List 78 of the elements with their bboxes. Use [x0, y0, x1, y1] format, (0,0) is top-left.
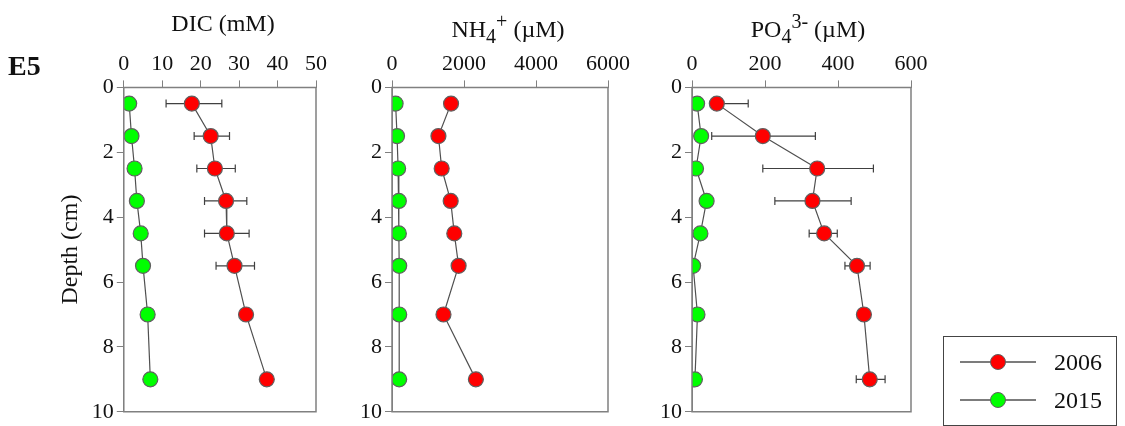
text: E5	[8, 50, 41, 82]
y-tick-label: 4	[371, 202, 382, 228]
point	[134, 257, 152, 274]
chart-title: NH$_{4}$$^{+}$ (µM)	[450, 10, 566, 48]
point	[692, 306, 706, 323]
chart-title: DIC (mM)	[170, 10, 276, 37]
point	[754, 127, 771, 145]
point	[392, 371, 408, 388]
x-tick-label: 400	[821, 49, 855, 75]
point	[442, 95, 460, 112]
x-tick-label: 600	[894, 49, 928, 75]
point	[217, 192, 235, 210]
x-tick-label: 4000	[514, 49, 558, 75]
point	[202, 127, 219, 145]
x-tick-label: 6000	[586, 49, 630, 75]
point	[206, 160, 223, 177]
x-tick-label: 40	[266, 49, 289, 75]
y-tick-label: 8	[102, 332, 114, 358]
point	[123, 127, 140, 145]
point	[848, 257, 866, 274]
x-tick-label: 10	[151, 49, 174, 75]
point	[430, 127, 447, 145]
y-tick-label: 10	[360, 397, 382, 423]
y-tick-label: 8	[671, 332, 682, 358]
point	[392, 257, 408, 274]
point	[809, 160, 826, 177]
point	[392, 160, 407, 177]
x-tick-label: 2000	[442, 49, 486, 75]
point	[392, 306, 408, 323]
point	[804, 192, 821, 210]
point	[446, 225, 463, 242]
y-tick-label: 6	[671, 267, 682, 293]
point	[183, 95, 200, 112]
point	[467, 371, 484, 388]
y-tick-label: 0	[671, 73, 682, 99]
y-tick-label: 4	[671, 202, 682, 228]
point	[692, 95, 706, 112]
point	[132, 225, 149, 242]
chart-title: PO$_{4}$$^{3-}$ (µM)	[749, 10, 867, 48]
legend-label: 2015	[1054, 386, 1102, 414]
y-tick-label: 6	[102, 267, 114, 293]
point	[392, 192, 407, 210]
point	[218, 225, 235, 242]
legend-label: 2006	[1054, 348, 1102, 376]
point	[392, 127, 406, 145]
point	[128, 192, 145, 210]
point	[142, 371, 159, 388]
y-tick-label: 4	[102, 202, 114, 228]
point	[433, 160, 450, 177]
y-axis-title: Depth (cm)	[55, 194, 82, 305]
point	[816, 225, 833, 242]
x-tick-label: 30	[228, 49, 251, 75]
point	[392, 225, 407, 242]
y-tick-label: 10	[660, 397, 682, 423]
x-tick-label: 50	[305, 49, 327, 75]
y-tick-label: 2	[371, 138, 382, 164]
y-tick-label: 6	[371, 267, 382, 293]
y-tick-label: 8	[371, 332, 382, 358]
x-tick-label: 20	[189, 49, 212, 75]
x-tick-label: 200	[748, 49, 782, 75]
y-tick-label: 10	[91, 397, 114, 423]
point	[450, 257, 467, 274]
x-tick-label: 0	[118, 49, 130, 75]
point	[435, 306, 452, 323]
point	[861, 371, 878, 388]
point	[855, 306, 873, 323]
y-tick-label: 0	[371, 73, 382, 99]
y-tick-label: 2	[671, 138, 682, 164]
point	[442, 192, 459, 210]
y-tick-label: 2	[102, 138, 114, 164]
point	[708, 95, 725, 112]
y-tick-label: 0	[102, 73, 114, 99]
point	[258, 371, 275, 388]
point	[226, 257, 243, 274]
point	[139, 306, 156, 323]
point	[126, 160, 143, 177]
point	[123, 95, 138, 112]
point	[237, 306, 255, 323]
